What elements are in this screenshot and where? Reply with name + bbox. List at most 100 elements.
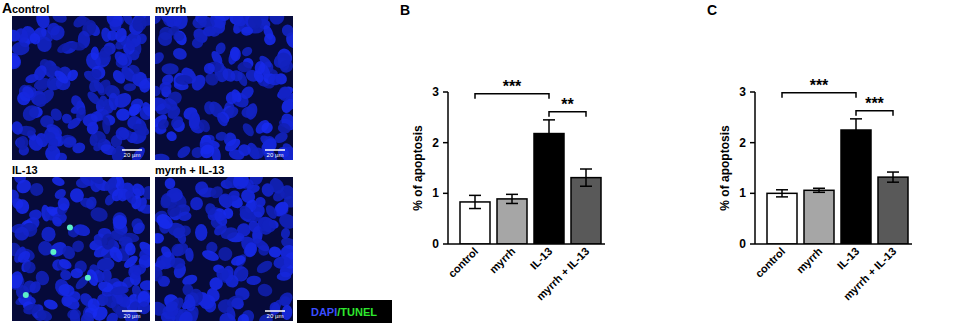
nucleus: [164, 177, 176, 189]
nucleus: [183, 293, 197, 312]
bar: [571, 178, 601, 244]
x-tick-label: IL-13: [528, 245, 555, 272]
nucleus: [102, 269, 112, 282]
nucleus: [160, 195, 172, 209]
nucleus: [70, 238, 87, 254]
nucleus: [196, 16, 216, 30]
x-tick-label: IL-13: [835, 245, 862, 272]
image-background: [12, 16, 150, 160]
scale-bar: [265, 149, 285, 151]
y-tick: [443, 243, 448, 245]
nucleus: [12, 270, 24, 290]
y-tick: [750, 243, 755, 245]
nucleus: [110, 212, 129, 231]
bar: [460, 202, 490, 244]
image-background: [155, 177, 293, 321]
stain-legend-entry: DAPI: [311, 306, 337, 318]
plot-area: [767, 119, 908, 244]
nucleus: [16, 135, 30, 151]
nucleus: [194, 180, 210, 196]
nucleus: [190, 35, 205, 50]
nucleus: [253, 195, 268, 209]
nucleus: [119, 64, 139, 84]
nucleus: [159, 244, 173, 259]
nucleus: [278, 86, 292, 102]
nucleus: [13, 226, 30, 242]
nucleus: [22, 302, 41, 316]
scale-bar: [122, 149, 142, 151]
error-bar: [776, 190, 788, 197]
error-bar-stem: [548, 120, 550, 147]
nucleus: [115, 126, 130, 141]
nucleus: [124, 38, 137, 52]
nucleus: [67, 186, 86, 205]
nucleus: [267, 177, 287, 196]
x-tick-label: myrrh: [794, 245, 825, 276]
nucleus: [261, 24, 275, 41]
nucleus: [164, 299, 180, 314]
error-bar-stem: [781, 190, 783, 197]
nucleus: [86, 177, 105, 187]
error-bar-stem: [855, 119, 857, 141]
nucleus: [165, 104, 183, 122]
nucleus: [155, 153, 170, 160]
nucleus: [137, 246, 150, 262]
y-axis: [754, 92, 756, 244]
nucleus: [277, 211, 293, 231]
nucleus: [251, 147, 264, 159]
nucleus: [70, 268, 84, 279]
error-bar-cap: [850, 118, 862, 120]
nucleus: [46, 137, 60, 153]
bar: [878, 177, 908, 244]
nucleus: [276, 271, 291, 281]
nucleus: [27, 279, 43, 295]
nucleus: [230, 177, 252, 192]
bar: [534, 134, 564, 244]
plot-area: [460, 120, 601, 244]
nucleus: [260, 217, 279, 235]
micrograph: [12, 16, 150, 160]
nucleus: [155, 211, 176, 232]
error-bar-cap: [813, 192, 825, 194]
nucleus: [217, 310, 239, 321]
nucleus: [61, 293, 82, 312]
image-label: IL-13: [12, 164, 38, 176]
nucleus: [280, 23, 293, 38]
error-bar: [543, 120, 555, 147]
nucleus: [240, 105, 257, 120]
nucleus: [24, 72, 40, 84]
nucleus: [202, 61, 217, 76]
nucleus: [131, 121, 150, 138]
y-tick-label: 2: [432, 136, 439, 150]
nucleus: [35, 238, 55, 258]
nucleus: [41, 226, 56, 241]
micrograph: [155, 16, 293, 160]
y-axis: [447, 92, 449, 244]
nucleus: [156, 30, 175, 49]
nucleus: [175, 75, 192, 85]
nucleus: [204, 202, 217, 216]
nucleus: [66, 116, 83, 132]
stain-legend-entry: /TUNEL: [337, 306, 377, 318]
scale-bar-label: 20 µm: [124, 313, 141, 319]
nucleus: [131, 220, 148, 236]
image-label: control: [12, 3, 49, 15]
error-bar: [887, 172, 899, 182]
nucleus: [47, 23, 67, 44]
error-bar: [580, 169, 592, 186]
nucleus: [62, 136, 77, 149]
nucleus: [246, 275, 261, 285]
image-label: myrrh + IL-13: [155, 164, 224, 176]
nucleus: [240, 45, 254, 58]
panel-label: C: [707, 2, 717, 18]
error-bar-cap: [543, 119, 555, 121]
nucleus: [98, 44, 115, 60]
nucleus: [20, 84, 36, 101]
nucleus: [230, 16, 251, 29]
significance-label: ***: [865, 95, 884, 112]
nucleus: [175, 144, 192, 160]
nucleus: [271, 49, 293, 71]
nucleus: [171, 46, 188, 61]
nucleus: [185, 247, 195, 262]
nucleus: [32, 92, 49, 109]
